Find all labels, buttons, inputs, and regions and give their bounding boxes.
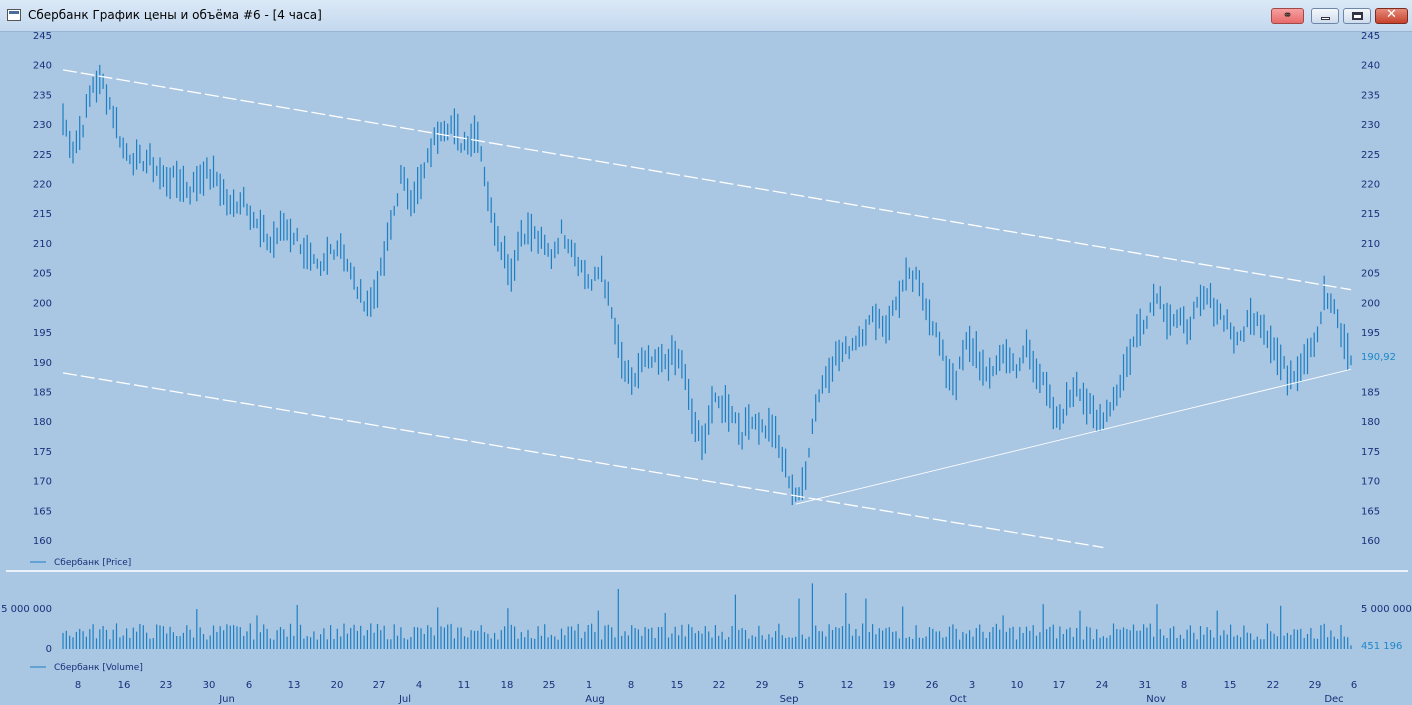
price-y-tick-right: 220: [1361, 180, 1380, 191]
price-y-tick-left: 195: [33, 328, 52, 339]
chart-window-icon: [7, 9, 21, 21]
volume-y-tick-right: 5 000 000: [1361, 604, 1412, 615]
price-y-tick-left: 225: [33, 150, 52, 161]
x-tick-label: 6: [246, 680, 252, 691]
legends: Сбербанк [Price] Сбербанк [Volume]: [30, 558, 143, 673]
window-titlebar[interactable]: Сбербанк График цены и объёма #6 - [4 ча…: [0, 0, 1412, 32]
x-tick-label: 15: [1224, 680, 1237, 691]
x-tick-label: 13: [288, 680, 301, 691]
price-y-tick-left: 240: [33, 61, 52, 72]
price-y-tick-left: 210: [33, 239, 52, 250]
link-button[interactable]: ⚭: [1271, 8, 1304, 24]
price-y-tick-right: 245: [1361, 31, 1380, 42]
price-y-tick-left: 230: [33, 120, 52, 131]
x-tick-label: 31: [1139, 680, 1152, 691]
price-y-tick-right: 200: [1361, 298, 1380, 309]
price-y-tick-left: 180: [33, 417, 52, 428]
x-month-label: Aug: [585, 694, 605, 705]
x-tick-label: 1: [586, 680, 592, 691]
price-y-tick-left: 200: [33, 298, 52, 309]
volume-y-tick-left: 5 000 000: [1, 604, 52, 615]
close-icon: ✕: [1386, 7, 1397, 22]
price-y-tick-left: 165: [33, 506, 52, 517]
close-button[interactable]: ✕: [1375, 7, 1408, 24]
x-tick-label: 22: [1267, 680, 1280, 691]
price-y-tick-right: 175: [1361, 447, 1380, 458]
x-tick-label: 8: [75, 680, 81, 691]
price-y-tick-right: 205: [1361, 269, 1380, 280]
x-tick-label: 18: [501, 680, 514, 691]
x-month-label: Sep: [780, 694, 799, 705]
x-tick-label: 8: [1181, 680, 1187, 691]
volume-y-tick-left: 0: [46, 644, 52, 655]
x-tick-label: 26: [926, 680, 939, 691]
x-tick-label: 6: [1351, 680, 1357, 691]
x-tick-label: 12: [841, 680, 854, 691]
x-tick-label: 10: [1011, 680, 1024, 691]
x-tick-label: 29: [756, 680, 769, 691]
price-y-tick-right: 210: [1361, 239, 1380, 250]
price-y-tick-right: 165: [1361, 506, 1380, 517]
price-y-tick-left: 215: [33, 209, 52, 220]
x-tick-label: 3: [969, 680, 975, 691]
trendline-lower-channel[interactable]: [62, 372, 1104, 549]
x-month-label: Oct: [949, 694, 966, 705]
x-tick-label: 16: [118, 680, 131, 691]
trendline-upper-resistance[interactable]: [62, 69, 1352, 291]
price-y-tick-right: 180: [1361, 417, 1380, 428]
x-tick-label: 22: [713, 680, 726, 691]
price-y-tick-right: 215: [1361, 209, 1380, 220]
price-y-tick-left: 245: [33, 31, 52, 42]
price-y-tick-right: 195: [1361, 328, 1380, 339]
price-y-tick-left: 160: [33, 536, 52, 547]
x-tick-label: 4: [416, 680, 422, 691]
price-last-value: 190,92: [1361, 352, 1396, 363]
x-tick-label: 19: [883, 680, 896, 691]
price-y-tick-right: 240: [1361, 61, 1380, 72]
link-icon: ⚭: [1282, 8, 1293, 22]
x-month-label: Dec: [1324, 694, 1343, 705]
price-y-tick-left: 185: [33, 388, 52, 399]
price-y-tick-left: 220: [33, 180, 52, 191]
x-month-label: Jun: [218, 694, 235, 705]
minimize-button[interactable]: [1311, 8, 1339, 24]
trendline-rising-support[interactable]: [795, 368, 1352, 505]
price-y-tick-right: 225: [1361, 150, 1380, 161]
price-y-tick-left: 235: [33, 90, 52, 101]
x-tick-label: 15: [671, 680, 684, 691]
x-tick-label: 20: [331, 680, 344, 691]
price-y-tick-right: 185: [1361, 388, 1380, 399]
price-y-tick-left: 190: [33, 358, 52, 369]
price-y-tick-right: 230: [1361, 120, 1380, 131]
window-title: Сбербанк График цены и объёма #6 - [4 ча…: [28, 8, 322, 22]
x-tick-label: 30: [203, 680, 216, 691]
price-y-tick-right: 235: [1361, 90, 1380, 101]
price-y-tick-left: 175: [33, 447, 52, 458]
x-month-label: Jul: [398, 694, 411, 705]
price-legend: Сбербанк [Price]: [54, 558, 131, 568]
volume-legend: Сбербанк [Volume]: [54, 663, 143, 673]
x-tick-label: 17: [1053, 680, 1066, 691]
x-tick-label: 5: [798, 680, 804, 691]
price-bars: [62, 64, 1352, 505]
volume-bars: [62, 583, 1352, 649]
price-y-tick-left: 170: [33, 477, 52, 488]
x-month-label: Nov: [1146, 694, 1166, 705]
x-tick-label: 29: [1309, 680, 1322, 691]
x-tick-label: 23: [160, 680, 173, 691]
x-tick-label: 8: [628, 680, 634, 691]
price-y-tick-right: 170: [1361, 477, 1380, 488]
volume-last-value: 451 196: [1361, 641, 1402, 652]
maximize-button[interactable]: [1343, 8, 1371, 24]
price-y-tick-right: 160: [1361, 536, 1380, 547]
x-tick-label: 25: [543, 680, 556, 691]
price-y-tick-left: 205: [33, 269, 52, 280]
trendlines[interactable]: [62, 69, 1352, 549]
x-tick-label: 27: [373, 680, 386, 691]
x-tick-label: 24: [1096, 680, 1109, 691]
x-tick-label: 11: [458, 680, 471, 691]
